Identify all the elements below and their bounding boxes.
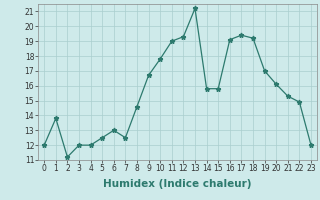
X-axis label: Humidex (Indice chaleur): Humidex (Indice chaleur) — [103, 179, 252, 189]
